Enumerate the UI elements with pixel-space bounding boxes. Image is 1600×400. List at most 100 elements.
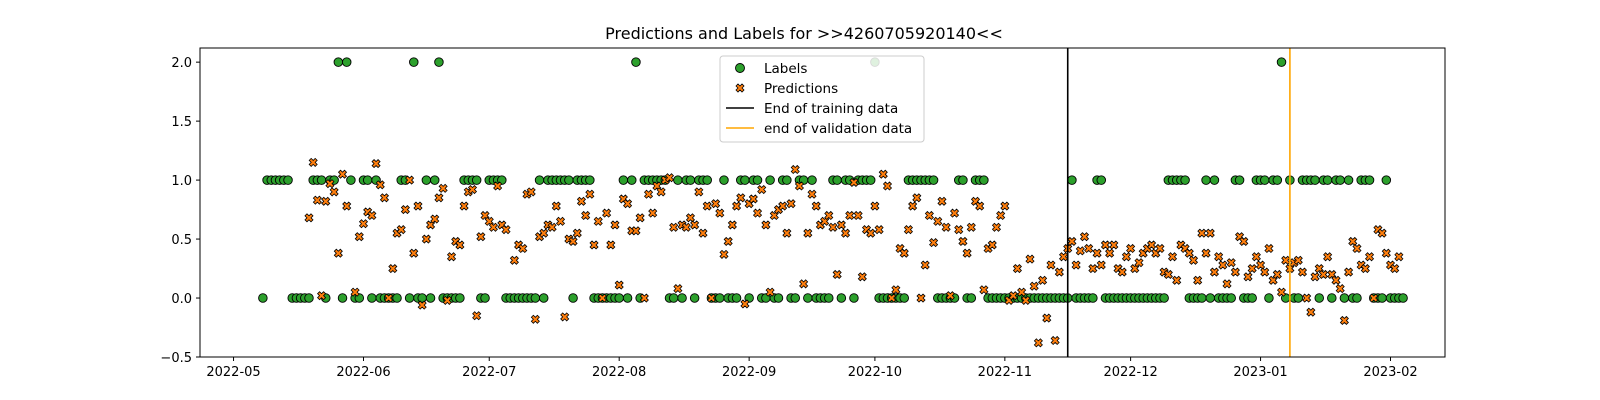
label-point	[1234, 175, 1245, 185]
label-point	[1293, 293, 1304, 303]
label-point	[362, 175, 373, 185]
label-point	[836, 293, 847, 303]
legend: Labels Predictions End of training data …	[719, 55, 925, 143]
prediction-point	[966, 222, 976, 232]
label-point	[702, 175, 712, 185]
prediction-point	[1209, 267, 1220, 277]
prediction-point	[459, 201, 469, 211]
prediction-point	[551, 201, 561, 211]
prediction-point	[912, 193, 922, 203]
prediction-point	[518, 243, 528, 254]
prediction-point	[715, 208, 725, 218]
prediction-point	[681, 222, 691, 232]
prediction-point	[656, 187, 666, 197]
label-point	[807, 175, 817, 185]
label-point	[928, 175, 939, 185]
prediction-point	[1331, 275, 1341, 285]
prediction-point	[803, 228, 813, 238]
label-point	[367, 293, 377, 303]
x-tick-label: 2022-05	[206, 365, 260, 380]
prediction-point	[761, 220, 771, 230]
label-point	[1259, 175, 1270, 185]
label-point	[719, 175, 729, 185]
prediction-point	[434, 193, 444, 203]
prediction-point	[929, 238, 939, 248]
label-point	[530, 293, 541, 303]
prediction-point	[723, 236, 733, 246]
legend-marker-predictions	[735, 83, 745, 93]
prediction-point	[1134, 258, 1144, 268]
prediction-point	[1117, 267, 1127, 277]
prediction-point	[1172, 275, 1182, 285]
prediction-point	[752, 208, 763, 218]
prediction-point	[824, 210, 834, 221]
prediction-point	[698, 228, 708, 238]
prediction-point	[643, 189, 654, 199]
y-tick-label: 0.0	[171, 292, 192, 307]
prediction-point	[354, 232, 364, 242]
label-point	[304, 293, 314, 303]
prediction-point	[1339, 315, 1349, 326]
label-point	[631, 57, 641, 67]
x-tick-label: 2022-08	[592, 365, 646, 380]
prediction-point	[509, 255, 519, 265]
prediction-point	[870, 201, 880, 211]
label-point	[1352, 293, 1362, 303]
prediction-point	[874, 225, 884, 235]
prediction-point	[1264, 243, 1274, 254]
label-point	[790, 293, 801, 303]
prediction-point	[488, 222, 499, 232]
prediction-point	[602, 208, 612, 218]
prediction-point	[639, 293, 649, 303]
prediction-point	[719, 249, 729, 259]
prediction-point	[430, 214, 440, 224]
prediction-point	[899, 248, 909, 258]
prediction-point	[396, 225, 406, 235]
label-point	[824, 293, 834, 303]
prediction-point	[623, 199, 633, 209]
prediction-point	[1255, 260, 1266, 270]
prediction-point	[1394, 252, 1404, 262]
prediction-point	[1012, 263, 1022, 274]
prediction-point	[908, 201, 918, 211]
prediction-point	[1126, 243, 1136, 254]
prediction-point	[702, 201, 712, 211]
prediction-point	[1096, 260, 1106, 270]
label-point	[715, 293, 725, 303]
prediction-point	[840, 228, 851, 238]
prediction-point	[337, 169, 348, 179]
prediction-point	[312, 195, 322, 205]
prediction-point	[648, 208, 658, 218]
prediction-point	[996, 210, 1006, 221]
prediction-point	[526, 187, 536, 197]
label-point	[673, 175, 683, 185]
prediction-point	[1008, 291, 1018, 301]
label-point	[740, 175, 750, 185]
prediction-point	[786, 199, 796, 209]
label-point	[1310, 175, 1320, 185]
prediction-point	[493, 181, 503, 191]
label-point	[1197, 293, 1207, 303]
x-tick-label: 2022-06	[336, 365, 390, 380]
label-point	[1335, 175, 1345, 185]
prediction-point	[501, 225, 511, 235]
prediction-point	[446, 252, 457, 262]
label-point	[1264, 293, 1274, 303]
legend-label-validation: end of validation data	[764, 121, 912, 137]
prediction-point	[539, 228, 549, 238]
prediction-point	[807, 189, 817, 199]
prediction-point	[472, 311, 482, 321]
prediction-point	[635, 213, 645, 223]
prediction-point	[606, 240, 616, 250]
prediction-point	[589, 240, 599, 250]
prediction-point	[1092, 248, 1102, 258]
prediction-point	[547, 222, 557, 232]
label-point	[685, 175, 696, 185]
prediction-point	[1323, 252, 1333, 262]
prediction-point	[1155, 243, 1165, 254]
label-point	[1327, 293, 1337, 303]
prediction-point	[413, 201, 423, 211]
prediction-point	[1184, 248, 1194, 258]
label-point	[337, 293, 348, 303]
